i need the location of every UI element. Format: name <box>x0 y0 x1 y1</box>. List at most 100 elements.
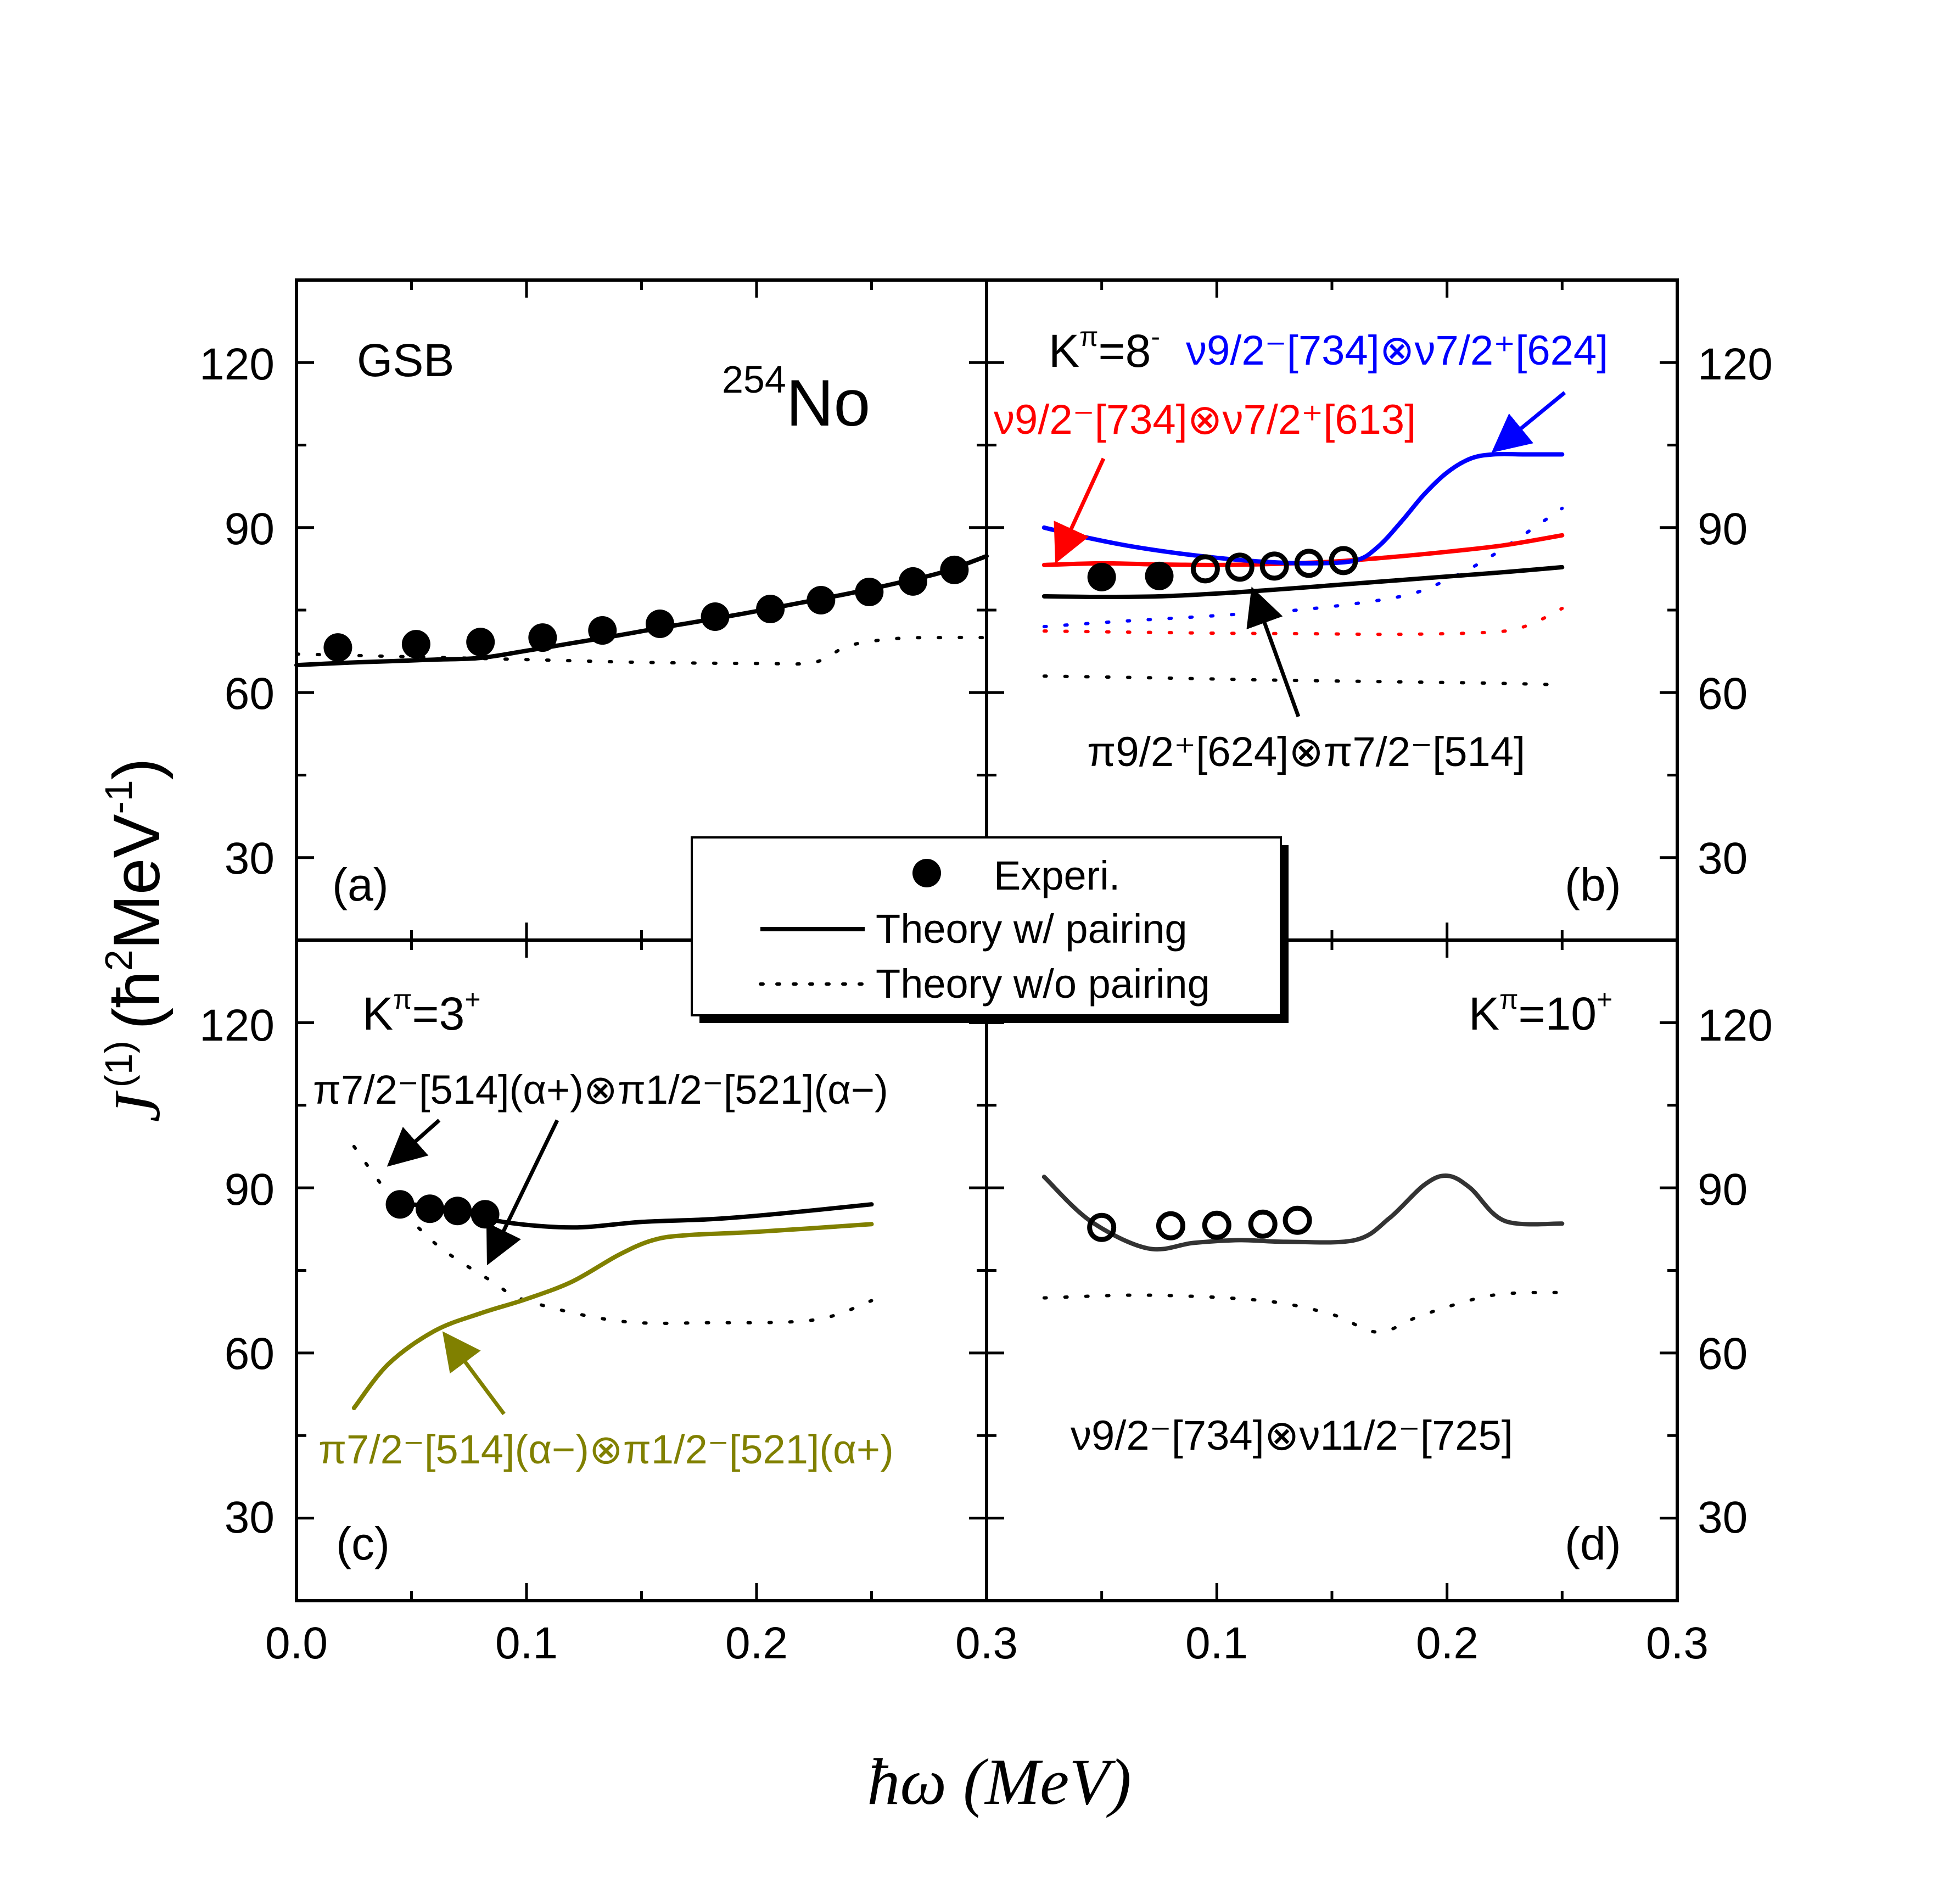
y-axis-title-units-sup1: 2 <box>97 949 140 971</box>
experiment-point-filled <box>701 602 730 631</box>
theory-no-pairing-curve <box>295 635 988 666</box>
experiment-point-open <box>1294 549 1324 578</box>
panel-b-title-rest: =8 <box>1099 325 1151 377</box>
experiment-point-filled <box>528 623 557 652</box>
y-tick-label: 120 <box>1698 1001 1773 1050</box>
legend-label-theory-no-pairing: Theory w/o pairing <box>876 961 1210 1007</box>
experiment-point-open <box>1329 546 1358 575</box>
panel-c-title-sup: π <box>393 984 412 1015</box>
panel-b-title-sup2: - <box>1151 321 1160 352</box>
legend: Experi. Theory w/ pairing Theory w/o pai… <box>691 836 1289 1023</box>
theory-pairing-curve <box>1041 1173 1565 1252</box>
arrow-black-b <box>1246 586 1301 718</box>
experiment-point-filled <box>898 567 927 596</box>
theory-no-pairing-curve <box>1042 1290 1564 1334</box>
panel-b-title: Kπ=8- <box>1049 321 1160 377</box>
x-tick-label: 0.1 <box>1185 1618 1248 1668</box>
panel-d-title-base: K <box>1469 988 1499 1039</box>
panel-d-title-rest: =10 <box>1519 988 1597 1039</box>
arrow-olive <box>442 1331 506 1416</box>
experiment-point-filled <box>646 610 675 639</box>
y-tick-label: 60 <box>225 669 275 719</box>
annotation-black-d: ν9/2⁻[734]⊗ν11/2⁻[725] <box>1071 1412 1513 1459</box>
y-tick-label: 90 <box>1698 1165 1748 1215</box>
legend-label-theory-pairing: Theory w/ pairing <box>876 906 1188 952</box>
experiment-point-open <box>1248 1209 1278 1239</box>
y-axis-title: J(1) (ħ2MeV-1) <box>97 758 173 1122</box>
experiment-point-filled <box>443 1197 472 1226</box>
theory-no-pairing-curve <box>1042 607 1564 636</box>
experiment-point-filled <box>756 594 785 623</box>
theory-pairing-curve <box>1041 564 1565 599</box>
y-tick-label: 120 <box>1698 339 1773 389</box>
y-tick-label: 30 <box>1698 1493 1748 1542</box>
x-axis-title: ħω (MeV) <box>867 1745 1131 1818</box>
panel-b-title-base: K <box>1049 325 1079 377</box>
y-tick-label: 90 <box>1698 504 1748 554</box>
x-tick-labels: 0.0 0.1 0.2 0.3 0.1 0.2 0.3 <box>265 1618 1709 1668</box>
y-tick-label: 120 <box>199 1001 275 1050</box>
experiment-point-open <box>1225 552 1255 582</box>
experiment-point-open <box>1156 1211 1185 1240</box>
theory-pairing-curve <box>351 1222 874 1411</box>
experiment-point-open <box>1087 1212 1117 1242</box>
experiment-point-open <box>1283 1205 1312 1235</box>
y-tick-label: 90 <box>225 1165 275 1215</box>
theory-pairing-curve <box>294 554 989 668</box>
y-tick-labels-left: 30 60 90 120 30 60 90 120 <box>199 339 275 1542</box>
y-tick-label: 30 <box>225 834 275 884</box>
experiment-point-filled <box>588 616 617 645</box>
x-tick-label: 0.2 <box>725 1618 788 1668</box>
x-tick-label: 0.2 <box>1416 1618 1479 1668</box>
y-tick-label: 60 <box>1698 1329 1748 1379</box>
experiment-point-open <box>1202 1210 1231 1240</box>
experiment-point-filled <box>807 585 836 614</box>
panel-c-title-rest: =3 <box>412 988 465 1039</box>
nucleus-symbol: No <box>786 366 870 440</box>
panel-c-title-sup2: + <box>464 984 480 1015</box>
panel-b-title-sup: π <box>1079 321 1099 352</box>
panel-d-title-sup2: + <box>1597 984 1612 1015</box>
x-tick-label: 0.3 <box>1646 1618 1709 1668</box>
y-tick-label: 60 <box>1698 669 1748 719</box>
theory-no-pairing-curve <box>352 1144 873 1325</box>
experiment-point-filled <box>1145 561 1174 590</box>
y-tick-label: 30 <box>225 1493 275 1542</box>
panel-b-tag: (b) <box>1565 859 1621 910</box>
experiment-point-open <box>1190 554 1220 584</box>
annotation-red: ν9/2⁻[734]⊗ν7/2⁺[613] <box>994 396 1416 443</box>
annotation-blue: ν9/2⁻[734]⊗ν7/2⁺[624] <box>1186 327 1608 374</box>
panel-c-title: Kπ=3+ <box>362 984 481 1039</box>
experiment-point-filled <box>466 628 495 657</box>
y-tick-label: 30 <box>1698 834 1748 884</box>
y-tick-labels-right: 30 60 90 120 30 60 90 120 <box>1698 339 1773 1542</box>
experiment-point-filled <box>940 555 969 584</box>
y-axis-title-units-sup2: -1 <box>97 780 140 814</box>
arrow-blue <box>1491 391 1566 453</box>
legend-label-experiment: Experi. <box>994 853 1120 898</box>
experiment-point-filled <box>401 630 430 659</box>
nucleus-label: 254No <box>722 358 870 440</box>
legend-marker-filled-circle <box>912 859 941 887</box>
experiment-point-filled <box>385 1190 415 1219</box>
annotation-black-b: π9/2⁺[624]⊗π7/2⁻[514] <box>1087 729 1525 775</box>
arrow-black-c2 <box>486 1119 559 1266</box>
arrow-black-c1 <box>387 1119 441 1167</box>
panel-a-title: GSB <box>357 334 454 386</box>
y-axis-title-units-mid: MeV <box>100 814 173 950</box>
experiment-point-filled <box>416 1194 445 1223</box>
experiment-point-filled <box>323 633 352 662</box>
annotation-olive: π7/2⁻[514](α−)⊗π1/2⁻[521](α+) <box>318 1427 894 1472</box>
experiment-point-filled <box>1087 562 1116 591</box>
theory-no-pairing-curve <box>1042 506 1564 629</box>
annotation-arrows <box>387 391 1566 1416</box>
panel-c-tag: (c) <box>336 1518 390 1569</box>
plot-layer <box>294 280 1677 1601</box>
experiment-point-open <box>1259 551 1289 581</box>
panel-d-tag: (d) <box>1565 1518 1621 1569</box>
legend-box <box>691 836 1282 1016</box>
arrow-red <box>1054 457 1106 564</box>
experiment-point-filled <box>855 577 884 606</box>
theory-no-pairing-curve <box>1042 674 1564 687</box>
y-tick-label: 120 <box>199 339 275 389</box>
